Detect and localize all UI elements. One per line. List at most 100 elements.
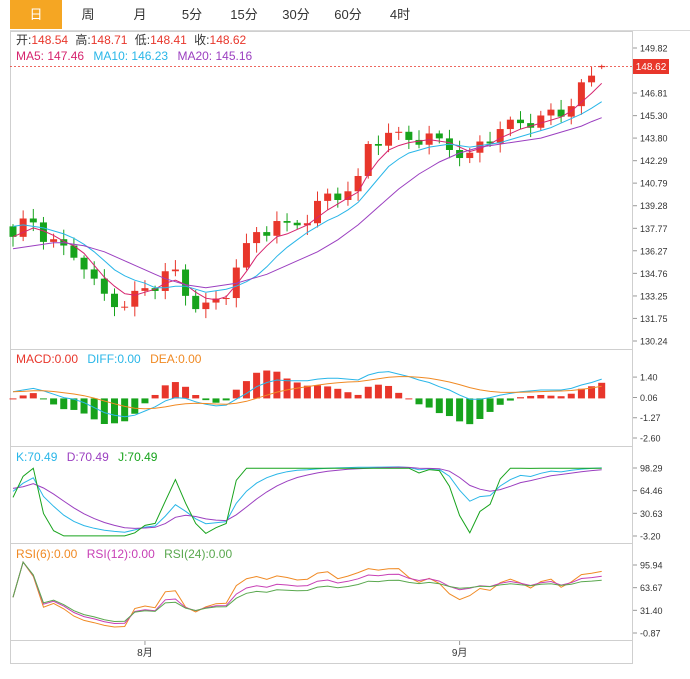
kdj-axis-tick-label: 30.63 xyxy=(640,509,663,519)
price-axis-tick-label: 136.27 xyxy=(640,246,668,256)
macd-bar xyxy=(567,393,575,399)
kdj-panel xyxy=(12,466,602,537)
rsi-axis-tick-label: 95.94 xyxy=(640,561,663,571)
candle-body xyxy=(334,193,342,200)
j-label: J:70.49 xyxy=(118,450,158,464)
macd-bar xyxy=(456,398,464,422)
last-price-label: 148.62 xyxy=(636,62,667,73)
x-axis-label: 9月 xyxy=(452,647,468,659)
diff-line xyxy=(12,371,602,418)
rsi24-line xyxy=(12,561,602,623)
candle-body xyxy=(19,218,27,237)
macd-bar xyxy=(385,385,393,399)
candle-body xyxy=(598,65,606,68)
macd-bar xyxy=(9,398,17,400)
diff-label: DIFF:0.00 xyxy=(87,352,141,366)
tab-day[interactable]: 日 xyxy=(10,0,62,29)
macd-bar xyxy=(161,385,169,399)
axis-layer: 149.82148.32146.81145.30143.80142.29140.… xyxy=(137,44,668,660)
price-axis-tick-label: 134.76 xyxy=(640,269,668,279)
macd-bar xyxy=(171,382,179,399)
tab-4hour[interactable]: 4时 xyxy=(389,7,411,22)
candle-body xyxy=(90,269,98,279)
candle-body xyxy=(283,221,291,223)
ma20-line xyxy=(12,117,602,289)
price-axis-tick-label: 146.81 xyxy=(640,89,668,99)
rsi6-label: RSI(6):0.00 xyxy=(16,547,78,561)
macd-bar xyxy=(344,392,352,399)
candle-body xyxy=(415,139,423,145)
candle-body xyxy=(111,293,118,308)
chart-frame xyxy=(10,31,633,664)
tab-60min[interactable]: 60分 xyxy=(334,7,362,22)
ma10-line xyxy=(12,101,602,293)
macd-bar xyxy=(141,398,149,404)
macd-bar xyxy=(202,398,210,401)
macd-bar xyxy=(263,370,271,399)
ohlc-info: 开:148.54 高:148.71 低:148.41 收:148.62 xyxy=(16,32,247,47)
candle-body xyxy=(39,222,47,242)
candle-body xyxy=(273,221,281,236)
candle-body xyxy=(70,245,78,258)
candle-body xyxy=(324,193,332,201)
macd-axis-tick-label: 0.06 xyxy=(640,393,658,403)
rsi12-label: RSI(12):0.00 xyxy=(87,547,155,561)
macd-bar xyxy=(364,386,372,399)
k-line xyxy=(12,466,602,533)
candle-body xyxy=(171,269,179,272)
j-line xyxy=(12,467,602,537)
macd-bar xyxy=(121,398,129,422)
price-axis-tick-label: 142.29 xyxy=(640,156,668,166)
candle-body xyxy=(141,288,149,291)
candle-body xyxy=(547,109,555,116)
macd-axis-tick-label: -2.60 xyxy=(640,434,661,444)
macd-bar xyxy=(537,394,545,399)
d-line xyxy=(12,466,602,529)
candle-body xyxy=(527,123,535,128)
price-axis-tick-label: 140.79 xyxy=(640,179,668,189)
price-axis-tick-label: 137.77 xyxy=(640,224,668,234)
macd-bar xyxy=(253,372,261,399)
macd-bar xyxy=(314,385,321,399)
candle-body xyxy=(496,129,504,144)
candle-body xyxy=(80,257,88,270)
candle-body xyxy=(303,223,311,226)
price-axis-tick-label: 139.28 xyxy=(640,201,668,211)
tab-30min[interactable]: 30分 xyxy=(282,7,310,22)
kdj-info: K:70.49 D:70.49 J:70.49 xyxy=(16,450,158,464)
candle-body xyxy=(385,132,393,146)
period-tabs: 日 周 月 5分 15分 30分 60分 4时 xyxy=(10,0,690,31)
high-label: 高: xyxy=(75,32,90,47)
candle-body xyxy=(344,191,352,200)
macd-axis-tick-label: -1.27 xyxy=(640,413,661,423)
macd-bar xyxy=(232,389,240,399)
macd-bar xyxy=(273,371,281,399)
candle-body xyxy=(395,131,403,133)
rsi-axis-tick-label: 31.40 xyxy=(640,606,663,616)
candle-body xyxy=(577,82,585,107)
macd-bar xyxy=(496,398,504,405)
candle-body xyxy=(425,133,433,145)
macd-bar xyxy=(212,398,220,403)
tab-15min[interactable]: 15分 xyxy=(230,7,258,22)
rsi-info: RSI(6):0.00 RSI(12):0.00 RSI(24):0.00 xyxy=(16,547,232,561)
low-label: 低: xyxy=(135,33,150,47)
candle-body xyxy=(263,232,271,236)
dea-line xyxy=(12,376,602,410)
macd-bar xyxy=(405,398,413,400)
tab-week[interactable]: 周 xyxy=(81,7,95,22)
ma5-label: MA5: 147.46 xyxy=(16,49,84,63)
tab-5min[interactable]: 5分 xyxy=(181,7,203,22)
price-axis-tick-label: 133.25 xyxy=(640,291,668,301)
macd-bar xyxy=(506,398,514,401)
macd-panel xyxy=(9,370,606,425)
macd-bar xyxy=(527,395,535,399)
candle-body xyxy=(212,298,220,303)
macd-bar xyxy=(445,398,453,417)
candle-body xyxy=(466,152,474,159)
tab-month[interactable]: 月 xyxy=(133,7,147,22)
candle-body xyxy=(192,295,200,310)
candle-body xyxy=(202,302,210,310)
candle-body xyxy=(242,243,250,268)
